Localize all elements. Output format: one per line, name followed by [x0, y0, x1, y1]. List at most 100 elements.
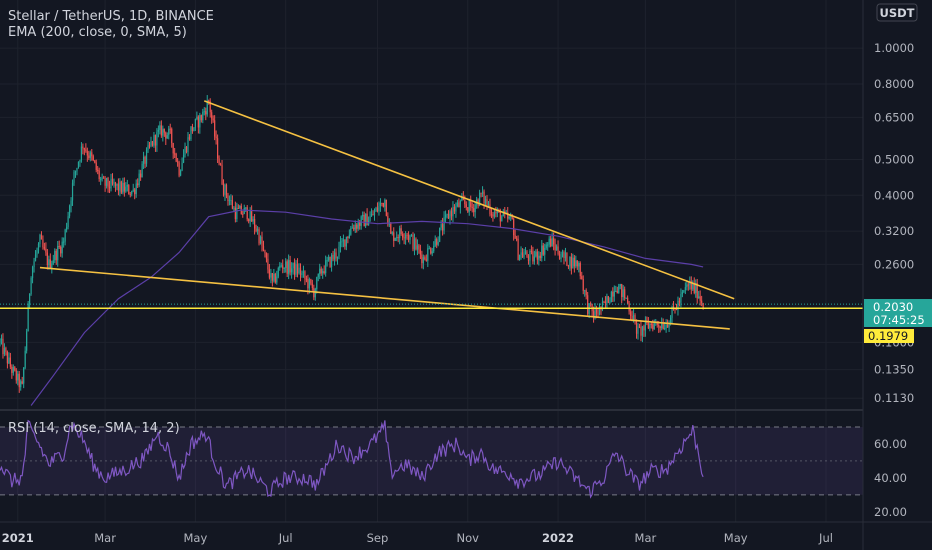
- candle: [387, 212, 389, 227]
- rsi-axis[interactable]: 60.00 40.00 20.00: [874, 437, 907, 519]
- trendline[interactable]: [39, 266, 730, 330]
- candle: [236, 202, 238, 223]
- rsi-pane[interactable]: [0, 419, 863, 499]
- candle: [484, 195, 487, 207]
- candle: [267, 253, 269, 274]
- time-axis[interactable]: 2021 Mar May Jul Sep Nov 2022 Mar May Jul: [2, 531, 833, 545]
- symbol-legend[interactable]: Stellar / TetherUS, 1D, BINANCE: [8, 9, 214, 24]
- candle: [365, 213, 367, 228]
- candle: [659, 325, 661, 333]
- candle: [467, 206, 469, 214]
- trendlines[interactable]: [39, 100, 735, 330]
- candle: [237, 204, 239, 210]
- candle: [285, 258, 287, 273]
- candle: [529, 249, 531, 268]
- candle: [310, 278, 312, 286]
- candle: [64, 228, 66, 246]
- candle: [629, 308, 632, 321]
- candle: [147, 141, 149, 153]
- candle: [576, 260, 578, 270]
- candle: [319, 263, 321, 280]
- currency-badge[interactable]: USDT: [876, 3, 918, 22]
- candle: [191, 123, 194, 134]
- candle: [584, 289, 586, 297]
- candle: [70, 197, 72, 213]
- candle: [354, 220, 356, 234]
- candle: [89, 150, 91, 162]
- candle: [222, 179, 225, 197]
- candle: [63, 237, 65, 248]
- price-pane[interactable]: [0, 95, 863, 406]
- candle: [323, 265, 325, 275]
- candle: [397, 234, 399, 243]
- candle: [536, 248, 538, 265]
- candle: [67, 211, 69, 230]
- candle: [98, 167, 100, 182]
- candle: [439, 227, 441, 243]
- candle: [259, 235, 262, 245]
- candle: [516, 235, 518, 242]
- candle: [672, 301, 675, 311]
- candle: [456, 199, 459, 208]
- candle: [165, 131, 167, 146]
- candle: [403, 233, 405, 245]
- candle: [698, 290, 700, 299]
- candle: [37, 242, 40, 254]
- trendline[interactable]: [203, 100, 735, 300]
- candle: [277, 266, 279, 279]
- candle: [591, 303, 593, 318]
- candle: [675, 303, 678, 311]
- candle: [288, 254, 290, 280]
- candle: [233, 206, 235, 212]
- candle: [342, 234, 345, 248]
- candle: [444, 210, 447, 223]
- candle: [137, 178, 139, 189]
- candle: [501, 214, 503, 222]
- candle: [357, 218, 359, 231]
- candle: [120, 180, 122, 195]
- candle: [372, 210, 374, 216]
- candle: [34, 250, 37, 262]
- candle: [36, 247, 38, 258]
- candle: [299, 263, 302, 282]
- candle: [320, 266, 322, 276]
- candle: [153, 131, 155, 148]
- candle: [242, 211, 244, 218]
- candle: [644, 316, 646, 337]
- candle: [492, 211, 494, 222]
- candle: [548, 236, 550, 248]
- candle: [434, 235, 436, 248]
- candle: [40, 231, 43, 240]
- candle: [91, 149, 93, 161]
- candle: [80, 142, 83, 163]
- rsi-legend[interactable]: RSI (14, close, SMA, 14, 2): [8, 421, 180, 436]
- candle: [255, 224, 257, 233]
- candle: [413, 233, 416, 256]
- candle: [517, 235, 519, 261]
- candle: [88, 150, 90, 160]
- price-tick-label: 0.1130: [874, 391, 914, 405]
- candle: [162, 125, 164, 142]
- candle: [521, 248, 524, 258]
- candle: [375, 206, 377, 212]
- candle: [265, 252, 268, 263]
- candle: [128, 184, 130, 195]
- price-tick-label: 0.5000: [874, 152, 914, 166]
- horizontal-line-value: 0.1979: [868, 329, 908, 343]
- candle: [683, 289, 685, 294]
- candle: [132, 183, 134, 193]
- candle: [138, 169, 140, 188]
- candle: [462, 191, 464, 201]
- candle: [52, 254, 54, 266]
- candle: [638, 323, 641, 329]
- candle: [291, 262, 293, 279]
- candle: [481, 186, 484, 197]
- ema-legend[interactable]: EMA (200, close, 0, SMA, 5): [8, 25, 187, 40]
- candle: [677, 296, 679, 316]
- candle: [6, 350, 9, 369]
- candle: [239, 204, 241, 209]
- candle: [296, 258, 299, 278]
- candle: [422, 254, 424, 270]
- candle: [126, 179, 128, 192]
